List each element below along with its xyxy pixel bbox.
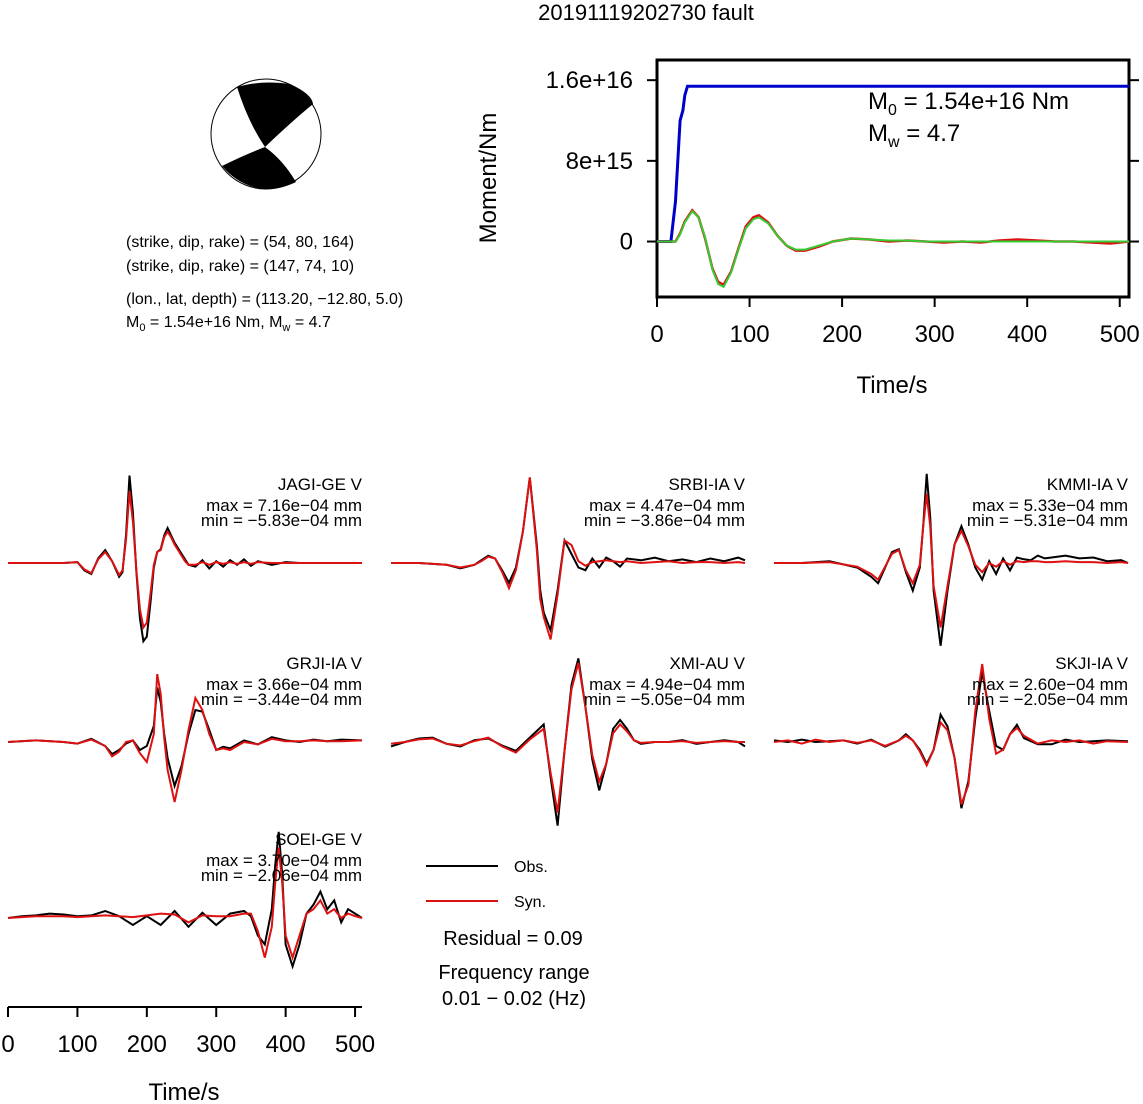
station-max: max = 3.70e−04 mm <box>206 851 362 870</box>
synthetic-trace <box>390 662 745 813</box>
focal-mechanism-beachball <box>210 78 322 190</box>
waveform-x-tick-label: 300 <box>196 1031 236 1058</box>
station-min: min = −2.05e−04 mm <box>967 690 1128 709</box>
legend-obs-label: Obs. <box>514 859 548 876</box>
cumulative-moment-line <box>657 84 1129 243</box>
synthetic-trace <box>391 477 746 640</box>
station-name: GRJI-IA V <box>286 654 362 673</box>
station-name: KMMI-IA V <box>1047 475 1129 494</box>
station-min: min = −5.31e−04 mm <box>967 511 1128 530</box>
synthetic-trace <box>7 673 363 803</box>
waveform-x-tick-label: 0 <box>1 1031 14 1058</box>
station-max: max = 4.47e−04 mm <box>589 496 745 515</box>
waveform-x-tick-label: 200 <box>127 1031 167 1058</box>
waveform-x-axis: 0 100 200 300 400 500 <box>1 1006 375 1058</box>
stf-y-axis: 1.6e+16 8e+15 0 <box>546 67 1139 256</box>
moment-rate-panel: 0 100 200 300 400 500 1.6e+16 8e+15 0 Time/s Mo… <box>475 58 1140 399</box>
station-max: max = 3.66e−04 mm <box>206 675 362 694</box>
waveform-x-axis-label: Time/s <box>148 1079 219 1104</box>
stf-annotation-mw: Mw = 4.7 <box>868 120 960 151</box>
residual-text: Residual = 0.09 <box>443 928 583 950</box>
beachball-quadrant-upper <box>237 82 313 147</box>
stf-y-tick-label: 8e+15 <box>566 148 633 175</box>
stf-x-tick-label: 300 <box>915 321 955 348</box>
synthetic-trace <box>774 493 1129 628</box>
station-max: max = 7.16e−04 mm <box>206 496 362 515</box>
waveform-x-tick-label: 400 <box>266 1031 306 1058</box>
param-line-2: (strike, dip, rake) = (147, 74, 10) <box>126 258 354 275</box>
stf-y-tick-label: 1.6e+16 <box>546 67 633 94</box>
stf-x-tick-label: 0 <box>650 321 663 348</box>
station-max: max = 4.94e−04 mm <box>589 675 745 694</box>
legend: Obs. Syn. Residual = 0.09 Frequency rang… <box>426 859 590 1010</box>
station-name: SRBI-IA V <box>668 475 745 494</box>
stf-x-tick-label: 100 <box>730 321 770 348</box>
station-min: min = −5.83e−04 mm <box>201 511 362 530</box>
stf-annotation-m0: M0 = 1.54e+16 Nm <box>868 88 1069 119</box>
station-name: XMI-AU V <box>669 654 745 673</box>
beachball-quadrant-lower <box>222 147 296 190</box>
param-line-moment: M0 = 1.54e+16 Nm, Mw = 4.7 <box>126 314 331 334</box>
stf-x-tick-label: 500 <box>1100 321 1140 348</box>
stf-green-line <box>657 209 1129 289</box>
stf-x-tick-label: 200 <box>822 321 862 348</box>
station-min: min = −3.44e−04 mm <box>201 690 362 709</box>
waveform-x-tick-label: 500 <box>335 1031 375 1058</box>
legend-syn-label: Syn. <box>514 894 546 911</box>
station-name: SOEI-GE V <box>275 830 363 849</box>
param-line-1: (strike, dip, rake) = (54, 80, 164) <box>126 234 354 251</box>
station-min: min = −5.05e−04 mm <box>584 690 745 709</box>
stf-y-tick-label: 0 <box>620 229 633 256</box>
waveform-x-tick-label: 100 <box>57 1031 97 1058</box>
stf-x-axis-label: Time/s <box>856 372 927 399</box>
stf-y-axis-label: Moment/Nm <box>475 113 502 244</box>
station-max: max = 5.33e−04 mm <box>972 496 1128 515</box>
stf-x-axis: 0 100 200 300 400 500 <box>650 297 1140 348</box>
frequency-range-value: 0.01 − 0.02 (Hz) <box>442 988 586 1010</box>
station-max: max = 2.60e−04 mm <box>972 675 1128 694</box>
stf-red-line <box>657 208 1130 287</box>
stf-x-tick-label: 400 <box>1007 321 1047 348</box>
station-min: min = −3.86e−04 mm <box>584 511 745 530</box>
frequency-range-title: Frequency range <box>438 962 589 984</box>
stf-plot-frame <box>655 58 1131 299</box>
param-line-3: (lon., lat, depth) = (113.20, −12.80, 5.… <box>126 291 403 308</box>
synthetic-trace <box>8 491 362 630</box>
synthetic-trace <box>773 663 1129 805</box>
source-parameters: (strike, dip, rake) = (54, 80, 164) (str… <box>126 234 403 334</box>
figure-title: 20191119202730 fault <box>538 0 754 25</box>
station-name: SKJI-IA V <box>1055 654 1128 673</box>
station-name: JAGI-GE V <box>278 475 363 494</box>
synthetic-trace <box>7 847 363 961</box>
station-min: min = −2.06e−04 mm <box>201 866 362 885</box>
